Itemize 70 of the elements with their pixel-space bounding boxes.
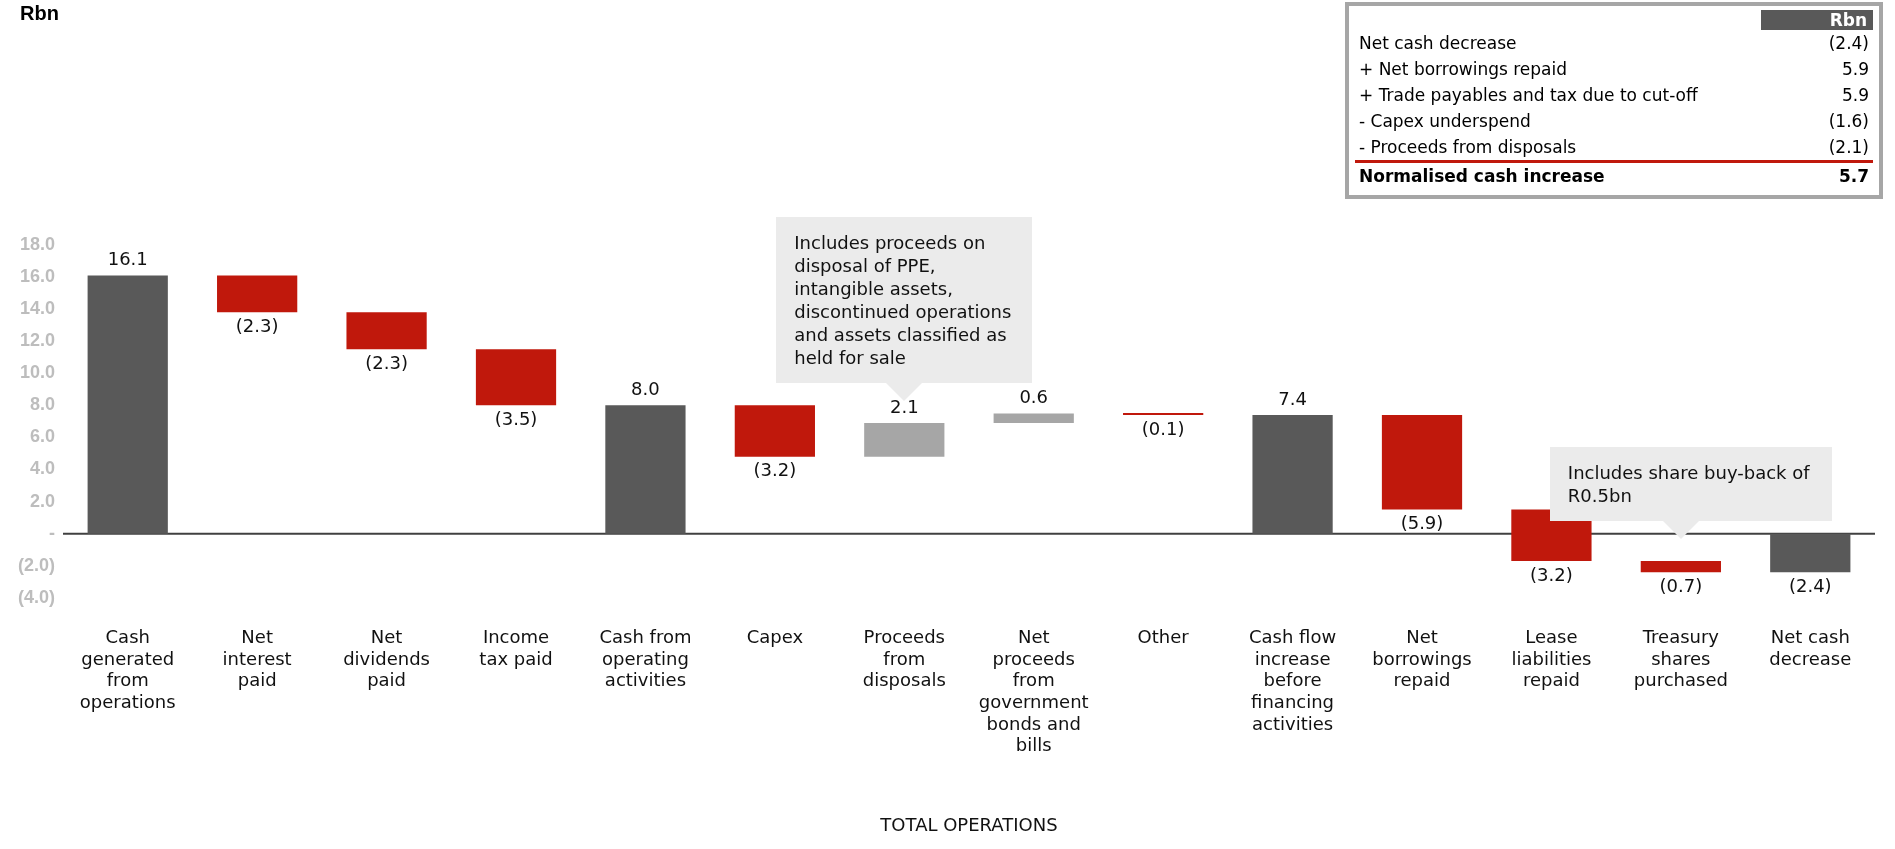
text: 5.7 (1838, 165, 1869, 188)
bar (1640, 560, 1721, 573)
data-label: 0.6 (1019, 386, 1049, 408)
data-label: (0.1) (1141, 417, 1185, 439)
bar (734, 405, 815, 457)
y-tick-label: 14.0 (19, 298, 56, 319)
x-tick-label: Net dividends paid (343, 626, 430, 691)
x-tick-label: Cash flow increase before financing activities (1248, 626, 1337, 734)
data-label: (3.2) (1530, 563, 1573, 585)
text: Rbn (1761, 10, 1873, 30)
y-tick-label: - (49, 522, 56, 543)
bar (87, 275, 168, 534)
data-label: (0.7) (1659, 574, 1703, 596)
data-label: 8.0 (631, 378, 660, 400)
x-tick-label: Cash from operating activities (599, 626, 692, 691)
x-tick-label: Net interest paid (222, 626, 292, 691)
y-tick-label: 2.0 (29, 490, 56, 511)
y-tick-label: (4.0) (18, 586, 56, 607)
data-label: (2.3) (235, 315, 279, 337)
text: Net cash decrease (1359, 32, 1517, 55)
x-tick-label: Proceeds from disposals (862, 626, 946, 691)
text: (1.6) (1828, 110, 1869, 133)
data-label: 7.4 (1278, 387, 1307, 409)
bar (864, 423, 945, 457)
x-tick-label: Net cash decrease (1769, 626, 1852, 669)
text: + Net borrowings repaid (1359, 58, 1568, 81)
data-label: (3.5) (494, 408, 538, 430)
data-label: (3.2) (753, 459, 797, 481)
y-tick-label: 16.0 (19, 266, 56, 287)
y-tick-label: 10.0 (19, 362, 56, 383)
y-tick-label: (2.0) (18, 554, 56, 575)
x-tick-label: Other (1137, 626, 1190, 648)
bar (475, 349, 557, 406)
annotation: Includes share buy-back of R0.5bn (1549, 446, 1832, 521)
bar (1252, 414, 1333, 534)
data-label: 16.1 (107, 248, 148, 270)
x-tick-label: Capex (746, 626, 804, 648)
bar (346, 312, 427, 350)
data-label: (2.4) (1788, 574, 1832, 596)
chart-title: Rbn (20, 2, 59, 25)
text: 5.9 (1841, 58, 1869, 81)
bar (1381, 414, 1463, 510)
y-tick-label: 4.0 (29, 458, 56, 479)
x-tick-label: Lease liabilities repaid (1511, 626, 1592, 691)
bar (217, 275, 298, 313)
x-tick-label: Net borrowings repaid (1372, 626, 1472, 691)
y-tick-label: 6.0 (29, 426, 56, 447)
bar (605, 405, 686, 534)
bar (1123, 412, 1204, 415)
text: Normalised cash increase (1359, 165, 1605, 188)
y-tick-label: 12.0 (19, 330, 56, 351)
annotation: Includes proceeds on disposal of PPE, intangible assets, discontinued operations and assets classified as held for sale (776, 217, 1033, 383)
text: + Trade payables and tax due to cut-off (1359, 84, 1698, 107)
data-label: 2.1 (889, 395, 919, 417)
text: (2.4) (1828, 32, 1869, 55)
x-tick-label: Net proceeds from government bonds and bills (978, 626, 1089, 756)
x-tick-label: Cash generated from operations (79, 626, 176, 713)
x-tick-label: Income tax paid (479, 626, 553, 669)
text: - Proceeds from disposals (1359, 136, 1577, 159)
bar (1770, 533, 1851, 573)
x-tick-label: Treasury shares purchased (1633, 626, 1728, 691)
bar (993, 413, 1074, 423)
text: - Capex underspend (1359, 110, 1531, 133)
data-label: (2.3) (365, 351, 408, 373)
text: (2.1) (1828, 136, 1869, 159)
x-axis-title: TOTAL OPERATIONS (879, 813, 1058, 835)
y-tick-label: 8.0 (29, 394, 56, 415)
y-tick-label: 18.0 (19, 233, 56, 254)
text: 5.9 (1841, 84, 1869, 107)
data-label: (5.9) (1400, 512, 1444, 534)
